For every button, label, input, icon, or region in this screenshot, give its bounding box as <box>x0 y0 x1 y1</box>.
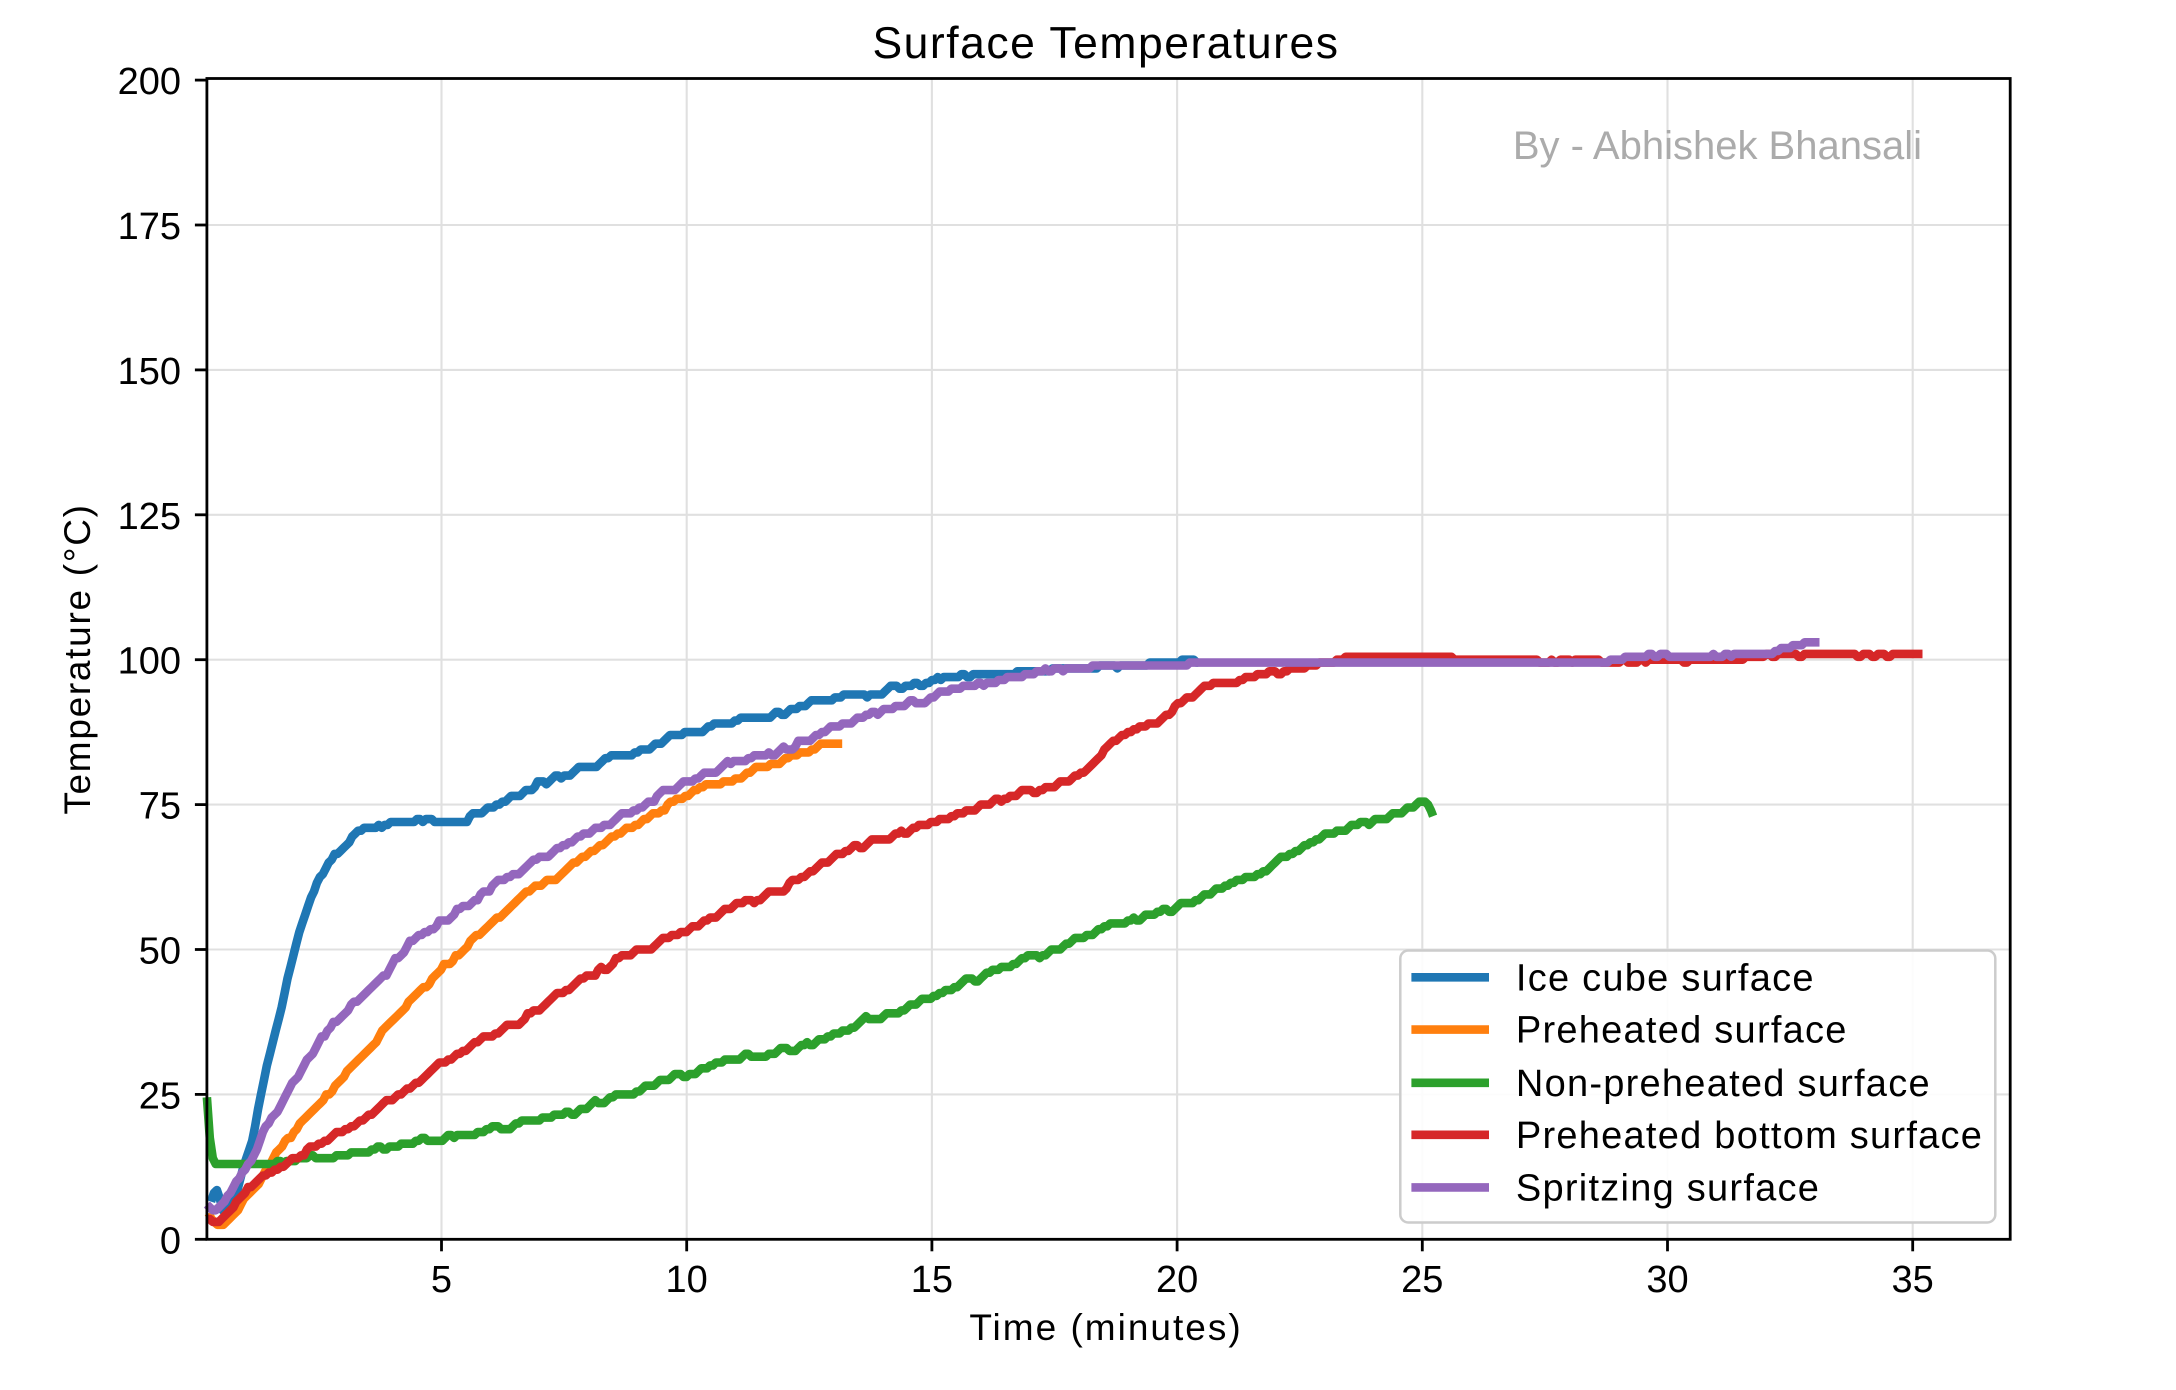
svg-text:Non-preheated surface: Non-preheated surface <box>1516 1063 1931 1105</box>
svg-text:Spritzing surface: Spritzing surface <box>1516 1167 1820 1209</box>
svg-text:200: 200 <box>118 61 181 103</box>
svg-text:100: 100 <box>118 641 181 683</box>
svg-text:50: 50 <box>139 931 181 973</box>
svg-text:35: 35 <box>1892 1259 1934 1301</box>
svg-text:Preheated bottom surface: Preheated bottom surface <box>1516 1115 1983 1157</box>
svg-text:Preheated surface: Preheated surface <box>1516 1010 1848 1052</box>
svg-text:0: 0 <box>160 1220 181 1262</box>
svg-text:75: 75 <box>139 786 181 828</box>
svg-text:15: 15 <box>911 1259 953 1301</box>
svg-text:150: 150 <box>118 351 181 393</box>
svg-text:Ice cube surface: Ice cube surface <box>1516 957 1815 999</box>
svg-text:175: 175 <box>118 206 181 248</box>
svg-text:By - Abhishek Bhansali: By - Abhishek Bhansali <box>1513 124 1922 168</box>
svg-text:30: 30 <box>1646 1259 1688 1301</box>
svg-text:Surface Temperatures: Surface Temperatures <box>873 19 1340 68</box>
svg-text:25: 25 <box>1401 1259 1443 1301</box>
svg-text:10: 10 <box>666 1259 708 1301</box>
svg-text:20: 20 <box>1156 1259 1198 1301</box>
svg-text:125: 125 <box>118 496 181 538</box>
svg-text:Temperature (°C): Temperature (°C) <box>57 503 98 814</box>
svg-text:5: 5 <box>431 1259 452 1301</box>
svg-text:25: 25 <box>139 1075 181 1117</box>
svg-text:Time (minutes): Time (minutes) <box>969 1307 1242 1348</box>
